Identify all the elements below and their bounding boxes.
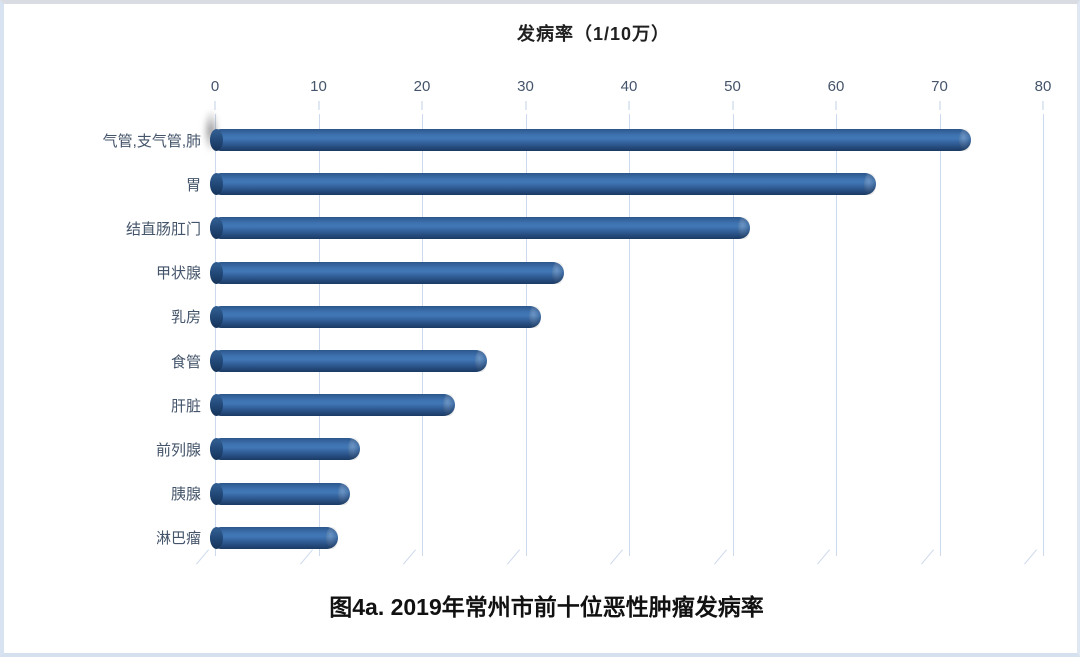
category-label: 气管,支气管,肺 bbox=[102, 132, 201, 150]
category-label: 淋巴瘤 bbox=[155, 530, 201, 548]
bar-9 bbox=[210, 526, 339, 549]
bar-row: 淋巴瘤 bbox=[156, 516, 1043, 560]
category-label: 胰腺 bbox=[170, 486, 201, 504]
category-label: 胃 bbox=[185, 176, 201, 194]
bar-row: 胰腺 bbox=[171, 472, 1043, 516]
bar-3 bbox=[210, 261, 564, 284]
category-label: 结直肠肛门 bbox=[125, 220, 201, 238]
bar-2 bbox=[210, 217, 751, 240]
gridline bbox=[610, 114, 630, 565]
bar-row: 食管 bbox=[171, 339, 1043, 383]
bar-8 bbox=[210, 482, 350, 505]
gridline bbox=[299, 114, 320, 565]
axis-tick-label: 80 bbox=[1034, 78, 1052, 95]
gridline bbox=[196, 114, 216, 565]
bar-row: 胃 bbox=[186, 162, 1043, 206]
axis-tick-label: 70 bbox=[931, 78, 948, 95]
bar-row: 气管,支气管,肺 bbox=[103, 109, 1043, 162]
chart-caption: 图4a. 2019年常州市前十位恶性肿瘤发病率 bbox=[329, 594, 764, 620]
gridline bbox=[403, 114, 423, 565]
axis-tick-label: 20 bbox=[413, 78, 431, 95]
axis-tick-mark bbox=[525, 101, 526, 110]
bar-4 bbox=[210, 305, 542, 328]
axis-tick-label: 0 bbox=[210, 78, 220, 95]
chart-title: 发病率（1/10万） bbox=[516, 24, 671, 44]
gridline bbox=[817, 114, 837, 565]
category-label: 肝脏 bbox=[170, 397, 201, 415]
bar-row: 肝脏 bbox=[171, 383, 1043, 427]
axis-tick-label: 30 bbox=[517, 78, 534, 95]
axis-tick-mark bbox=[421, 101, 423, 110]
axis-tick-mark bbox=[318, 101, 319, 110]
axis-tick-label: 10 bbox=[310, 78, 327, 95]
axis-tick-mark bbox=[628, 101, 630, 110]
category-label: 甲状腺 bbox=[155, 265, 201, 283]
axis-tick-label: 40 bbox=[620, 78, 638, 95]
axis-tick-mark bbox=[732, 101, 733, 110]
gridline bbox=[920, 114, 941, 565]
axis-tick-mark bbox=[835, 101, 837, 110]
bar-7 bbox=[210, 438, 360, 461]
bar-0 bbox=[210, 129, 971, 151]
gridline bbox=[506, 114, 527, 565]
bar-6 bbox=[210, 394, 456, 417]
plot-area: 气管,支气管,肺胃结直肠肛门甲状腺乳房食管肝脏前列腺胰腺淋巴瘤 bbox=[103, 109, 1044, 565]
category-label: 食管 bbox=[170, 353, 201, 371]
bar-row: 甲状腺 bbox=[156, 251, 1043, 295]
bar-5 bbox=[210, 350, 488, 372]
category-label: 前列腺 bbox=[155, 441, 201, 459]
axis-tick-label: 60 bbox=[827, 78, 845, 95]
axis-tick-mark bbox=[214, 101, 216, 110]
axis-tick-mark bbox=[1042, 101, 1044, 110]
bar-row: 前列腺 bbox=[156, 427, 1043, 471]
gridline bbox=[713, 114, 734, 565]
gridline bbox=[1024, 114, 1044, 565]
axis-tick-mark bbox=[939, 101, 940, 110]
category-label: 乳房 bbox=[170, 309, 201, 327]
x-axis: 0 10 20 30 40 50 60 70 80 bbox=[211, 78, 1051, 110]
bar-row: 结直肠肛门 bbox=[126, 206, 1043, 250]
bar-row: 乳房 bbox=[171, 295, 1043, 339]
bar-1 bbox=[210, 173, 877, 196]
axis-tick-label: 50 bbox=[724, 78, 741, 95]
